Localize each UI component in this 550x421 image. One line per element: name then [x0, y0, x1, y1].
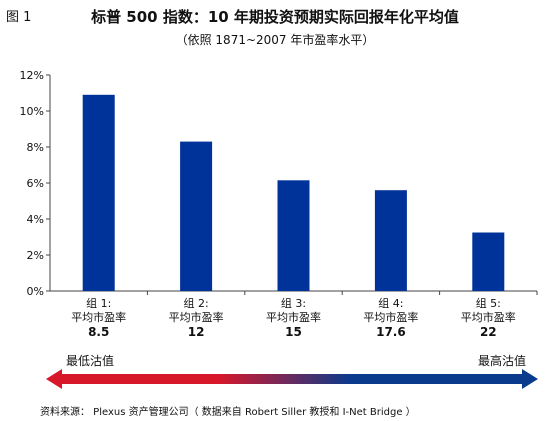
- category-group-label: 组 5:: [476, 296, 501, 310]
- valuation-arrow: [46, 369, 538, 389]
- bar-group-5: [472, 232, 505, 291]
- y-tick-label: 12%: [20, 69, 44, 82]
- y-tick-label: 6%: [27, 177, 44, 190]
- y-tick-label: 2%: [27, 249, 44, 262]
- category-pe-label: 平均市盈率: [363, 310, 418, 324]
- highest-valuation-label: 最高沽值: [477, 354, 526, 368]
- category-pe-value: 8.5: [88, 325, 109, 339]
- category-pe-label: 平均市盈率: [461, 310, 516, 324]
- category-pe-value: 22: [480, 325, 497, 339]
- source-note: 资料来源： Plexus 资产管理公司（ 数据来自 Robert Siller …: [40, 407, 416, 418]
- category-group-label: 组 2:: [183, 296, 208, 310]
- y-tick-label: 10%: [20, 105, 44, 118]
- bar-group-4: [374, 190, 407, 291]
- category-pe-value: 15: [285, 325, 302, 339]
- category-pe-label: 平均市盈率: [71, 310, 126, 324]
- bar-group-3: [277, 180, 310, 291]
- category-group-label: 组 3:: [281, 296, 306, 310]
- y-tick-label: 4%: [27, 213, 44, 226]
- lowest-valuation-label: 最低沽值: [66, 354, 115, 368]
- y-tick-label: 0%: [27, 285, 44, 298]
- bar-group-2: [180, 141, 213, 291]
- figure-label: 图 1: [6, 10, 32, 25]
- category-pe-label: 平均市盈率: [266, 310, 321, 324]
- y-tick-label: 8%: [27, 141, 44, 154]
- category-group-label: 组 1:: [86, 296, 111, 310]
- category-pe-label: 平均市盈率: [169, 310, 224, 324]
- category-pe-value: 17.6: [376, 325, 406, 339]
- chart-subtitle: （依照 1871~2007 年市盈率水平）: [175, 33, 375, 47]
- category-pe-value: 12: [188, 325, 205, 339]
- bar-group-1: [82, 94, 115, 291]
- chart-title: 标普 500 指数：10 年期投资预期实际回报年化平均值: [91, 8, 459, 26]
- category-group-label: 组 4:: [378, 296, 403, 310]
